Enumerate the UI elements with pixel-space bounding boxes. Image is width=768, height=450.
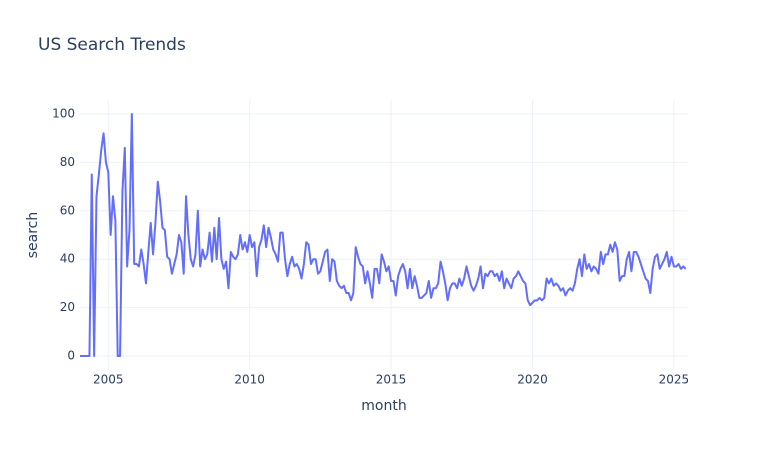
line-series	[80, 113, 687, 357]
x-axis-title: month	[361, 398, 406, 414]
x-tick-label: 2020	[517, 373, 548, 387]
x-tick-label: 2025	[659, 373, 690, 387]
y-tick-label: 100	[52, 107, 75, 121]
y-tick-label: 40	[60, 252, 75, 266]
y-tick-label: 60	[60, 203, 75, 217]
x-tick-label: 2015	[376, 373, 407, 387]
y-tick-label: 80	[60, 155, 75, 169]
x-tick-label: 2010	[234, 373, 265, 387]
y-tick-label: 0	[67, 348, 75, 362]
y-axis-title: search	[25, 212, 41, 259]
y-tick-label: 20	[60, 300, 75, 314]
x-tick-label: 2005	[93, 373, 124, 387]
chart-title: US Search Trends	[38, 35, 186, 55]
